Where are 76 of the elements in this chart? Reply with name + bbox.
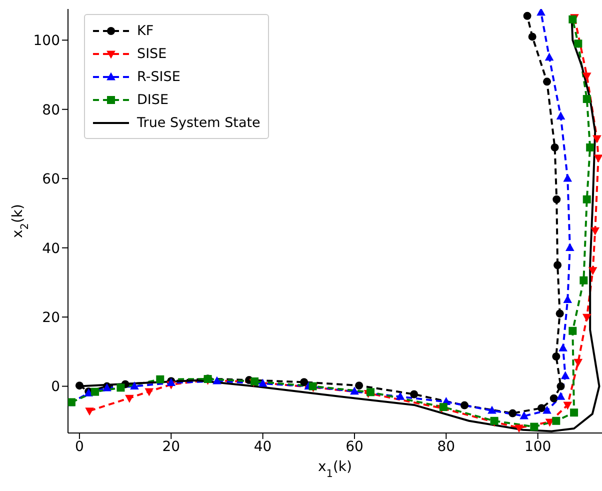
- x-tick-label: 40: [254, 438, 272, 455]
- point: [125, 394, 134, 403]
- point: [528, 32, 536, 41]
- x-tick-label: 100: [524, 438, 552, 455]
- point: [550, 394, 558, 402]
- point: [520, 411, 528, 420]
- point: [586, 143, 594, 152]
- point: [552, 195, 561, 204]
- point: [560, 371, 570, 380]
- point: [582, 195, 591, 204]
- x-axis-title: x$_{1}$(k): [318, 459, 352, 480]
- point: [460, 401, 468, 410]
- point: [563, 402, 572, 410]
- y-tick-label: 40: [42, 240, 60, 257]
- x-tick-label: 20: [162, 438, 180, 455]
- point: [544, 52, 554, 61]
- y-tick-label: 20: [42, 310, 60, 326]
- point: [556, 392, 566, 400]
- point: [568, 326, 577, 335]
- point: [594, 154, 602, 163]
- point: [410, 390, 418, 398]
- point: [523, 12, 532, 20]
- legend-label: True System State: [137, 114, 260, 130]
- point: [537, 404, 546, 412]
- point: [552, 416, 560, 425]
- point: [530, 422, 538, 431]
- point: [130, 381, 139, 390]
- point: [144, 388, 154, 396]
- point: [552, 352, 560, 361]
- point: [556, 382, 565, 390]
- point: [258, 378, 268, 387]
- point: [582, 94, 591, 103]
- point: [514, 424, 524, 433]
- point: [570, 408, 578, 417]
- point: [355, 382, 364, 390]
- legend-label: R-SISE: [137, 68, 180, 84]
- legend-label: KF: [137, 22, 154, 38]
- y-tick-label: 0: [51, 379, 60, 396]
- point: [91, 388, 100, 396]
- point: [536, 9, 546, 16]
- point: [566, 243, 574, 252]
- point: [574, 40, 582, 48]
- point: [508, 409, 517, 418]
- point: [563, 174, 572, 182]
- x-tick-label: 0: [75, 438, 84, 455]
- point: [556, 310, 564, 318]
- point: [156, 375, 164, 384]
- point: [550, 143, 559, 152]
- point: [366, 388, 375, 396]
- point: [582, 314, 592, 322]
- point: [396, 392, 405, 400]
- y-tick-label: 100: [33, 33, 60, 50]
- x-tick-label: 80: [437, 438, 456, 455]
- point: [542, 406, 552, 414]
- legend-label: DISE: [137, 92, 168, 108]
- point: [588, 267, 598, 276]
- y-tick-label: 80: [42, 102, 60, 118]
- point: [580, 276, 588, 284]
- point: [75, 382, 84, 390]
- point: [554, 261, 562, 270]
- point: [556, 112, 566, 120]
- point: [582, 72, 592, 81]
- point: [574, 358, 583, 367]
- point: [542, 78, 551, 86]
- point: [116, 384, 125, 392]
- point: [350, 386, 359, 395]
- legend-label: SISE: [137, 46, 167, 62]
- x-tick-label: 60: [346, 438, 364, 455]
- point: [592, 135, 602, 144]
- point: [300, 378, 308, 386]
- point: [212, 376, 222, 384]
- y-tick-label: 60: [42, 172, 60, 188]
- point: [590, 227, 600, 236]
- point: [558, 343, 568, 352]
- point: [488, 406, 496, 414]
- point: [85, 408, 94, 416]
